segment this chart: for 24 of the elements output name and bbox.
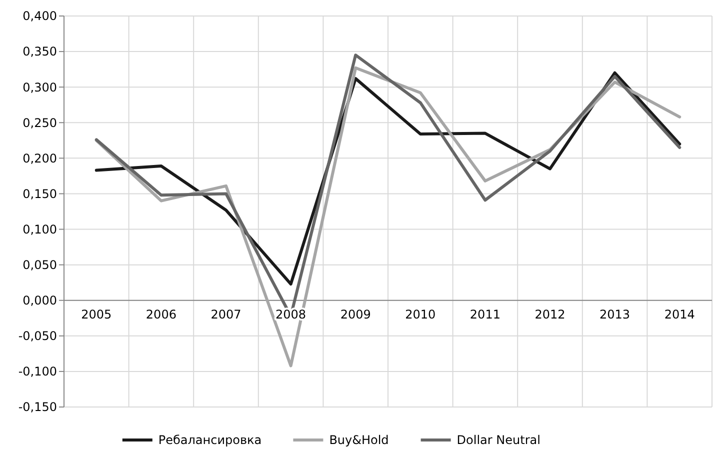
y-tick-label: 0,150 [22, 186, 57, 201]
legend-label: Ребалансировка [158, 433, 262, 448]
y-tick-label: 0,100 [22, 222, 57, 236]
legend-label: Buy&Hold [329, 433, 389, 448]
y-tick-label: 0,050 [22, 258, 57, 272]
x-tick-label: 2009 [340, 307, 371, 322]
legend-label: Dollar Neutral [456, 433, 540, 448]
y-tick-label: 0,000 [22, 294, 57, 308]
x-tick-label: 2006 [146, 307, 176, 322]
y-tick-label: -0,050 [18, 329, 57, 344]
y-tick-label: -0,100 [18, 364, 57, 379]
x-tick-label: 2007 [210, 307, 242, 322]
x-tick-label: 2012 [534, 307, 566, 322]
y-tick-label: 0,350 [22, 44, 57, 59]
x-tick-label: 2005 [81, 307, 112, 322]
y-tick-label: 0,400 [22, 9, 57, 24]
x-tick-label: 2014 [664, 307, 695, 322]
y-tick-label: -0,150 [18, 400, 57, 414]
x-tick-label: 2011 [470, 307, 500, 322]
y-tick-label: 0,300 [22, 80, 57, 94]
x-tick-label: 2010 [405, 307, 436, 322]
y-tick-label: 0,200 [22, 151, 57, 166]
y-tick-label: 0,250 [22, 116, 57, 130]
x-tick-label: 2013 [600, 307, 630, 322]
